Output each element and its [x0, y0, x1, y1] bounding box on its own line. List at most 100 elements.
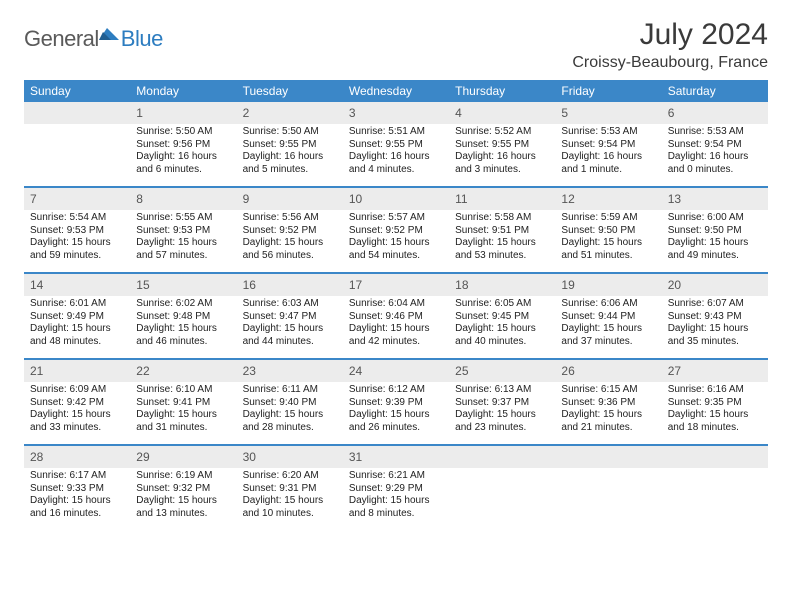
day-number-row: 12: [555, 188, 661, 210]
page-title: July 2024: [572, 18, 768, 52]
daylight-text: Daylight: 16 hours and 0 minutes.: [668, 151, 762, 176]
sunrise-text: Sunrise: 6:19 AM: [136, 470, 230, 483]
sunset-text: Sunset: 9:52 PM: [243, 225, 337, 238]
day-cell: 26Sunrise: 6:15 AMSunset: 9:36 PMDayligh…: [555, 360, 661, 444]
daylight-text: Daylight: 15 hours and 26 minutes.: [349, 409, 443, 434]
sunrise-text: Sunrise: 5:53 AM: [561, 126, 655, 139]
sunset-text: Sunset: 9:49 PM: [30, 311, 124, 324]
day-number: 15: [136, 278, 149, 292]
day-number-row: 17: [343, 274, 449, 296]
day-cell: 10Sunrise: 5:57 AMSunset: 9:52 PMDayligh…: [343, 188, 449, 272]
daylight-text: Daylight: 15 hours and 49 minutes.: [668, 237, 762, 262]
day-cell: [555, 446, 661, 530]
sunset-text: Sunset: 9:53 PM: [30, 225, 124, 238]
day-cell: 2 Sunrise: 5:50 AMSunset: 9:55 PMDaylight…: [237, 102, 343, 186]
day-cell: 30 Sunrise: 6:20 AMSunset: 9:31 PMDayligh…: [237, 446, 343, 530]
sunset-text: Sunset: 9:35 PM: [668, 397, 762, 410]
sunset-text: Sunset: 9:40 PM: [243, 397, 337, 410]
sunrise-text: Sunrise: 6:09 AM: [30, 384, 124, 397]
sunrise-text: Sunrise: 6:00 AM: [668, 212, 762, 225]
day-body: [24, 124, 130, 130]
day-cell: 16 Sunrise: 6:03 AMSunset: 9:47 PMDayligh…: [237, 274, 343, 358]
day-number-row: 22: [130, 360, 236, 382]
day-cell: 27Sunrise: 6:16 AMSunset: 9:35 PMDayligh…: [662, 360, 768, 444]
day-number: [561, 450, 564, 464]
daylight-text: Daylight: 15 hours and 48 minutes.: [30, 323, 124, 348]
logo-wing-icon: [99, 24, 119, 45]
sunrise-text: Sunrise: 5:52 AM: [455, 126, 549, 139]
daylight-text: Daylight: 15 hours and 23 minutes.: [455, 409, 549, 434]
day-number: [30, 106, 33, 120]
day-cell: 19Sunrise: 6:06 AMSunset: 9:44 PMDayligh…: [555, 274, 661, 358]
day-header-saturday: Saturday: [662, 80, 768, 102]
sunrise-text: Sunrise: 5:57 AM: [349, 212, 443, 225]
day-number: 13: [668, 192, 681, 206]
day-number-row: 31: [343, 446, 449, 468]
day-number-row: 20: [662, 274, 768, 296]
logo-text-general: General: [24, 26, 99, 52]
day-cell: 29Sunrise: 6:19 AMSunset: 9:32 PMDayligh…: [130, 446, 236, 530]
day-cell: 3Sunrise: 5:51 AMSunset: 9:55 PMDaylight…: [343, 102, 449, 186]
sunrise-text: Sunrise: 5:51 AM: [349, 126, 443, 139]
sunrise-text: Sunrise: 6:15 AM: [561, 384, 655, 397]
daylight-text: Daylight: 15 hours and 44 minutes.: [243, 323, 337, 348]
day-header-wednesday: Wednesday: [343, 80, 449, 102]
daylight-text: Daylight: 15 hours and 10 minutes.: [243, 495, 337, 520]
day-number: 30: [243, 450, 256, 464]
day-number: 8: [136, 192, 143, 206]
day-number-row: 29: [130, 446, 236, 468]
sunset-text: Sunset: 9:50 PM: [668, 225, 762, 238]
daylight-text: Daylight: 15 hours and 8 minutes.: [349, 495, 443, 520]
day-body: Sunrise: 6:04 AMSunset: 9:46 PMDaylight:…: [343, 296, 449, 352]
sunrise-text: Sunrise: 5:55 AM: [136, 212, 230, 225]
sunrise-text: Sunrise: 5:50 AM: [136, 126, 230, 139]
sunset-text: Sunset: 9:48 PM: [136, 311, 230, 324]
sunset-text: Sunset: 9:47 PM: [243, 311, 337, 324]
day-number: 26: [561, 364, 574, 378]
sunrise-text: Sunrise: 5:59 AM: [561, 212, 655, 225]
weeks-container: 1Sunrise: 5:50 AMSunset: 9:56 PMDaylight…: [24, 102, 768, 530]
day-number: 10: [349, 192, 362, 206]
title-block: July 2024 Croissy-Beaubourg, France: [572, 18, 768, 72]
calendar-page: General Blue July 2024 Croissy-Beaubourg…: [0, 0, 792, 548]
daylight-text: Daylight: 15 hours and 46 minutes.: [136, 323, 230, 348]
daylight-text: Daylight: 15 hours and 42 minutes.: [349, 323, 443, 348]
day-number-row: 24: [343, 360, 449, 382]
sunset-text: Sunset: 9:54 PM: [668, 139, 762, 152]
daylight-text: Daylight: 15 hours and 59 minutes.: [30, 237, 124, 262]
daylight-text: Daylight: 16 hours and 3 minutes.: [455, 151, 549, 176]
sunrise-text: Sunrise: 6:03 AM: [243, 298, 337, 311]
day-header-row: Sunday Monday Tuesday Wednesday Thursday…: [24, 80, 768, 102]
day-number: 22: [136, 364, 149, 378]
sunset-text: Sunset: 9:52 PM: [349, 225, 443, 238]
daylight-text: Daylight: 16 hours and 4 minutes.: [349, 151, 443, 176]
sunrise-text: Sunrise: 6:04 AM: [349, 298, 443, 311]
day-number: 19: [561, 278, 574, 292]
day-body: Sunrise: 6:12 AMSunset: 9:39 PMDaylight:…: [343, 382, 449, 438]
calendar-grid: Sunday Monday Tuesday Wednesday Thursday…: [24, 80, 768, 530]
sunset-text: Sunset: 9:31 PM: [243, 483, 337, 496]
day-number: 5: [561, 106, 568, 120]
day-cell: 9Sunrise: 5:56 AMSunset: 9:52 PMDaylight…: [237, 188, 343, 272]
day-number-row: [662, 446, 768, 468]
day-number: 2: [243, 106, 250, 120]
sunrise-text: Sunrise: 5:56 AM: [243, 212, 337, 225]
sunset-text: Sunset: 9:55 PM: [455, 139, 549, 152]
sunset-text: Sunset: 9:45 PM: [455, 311, 549, 324]
sunset-text: Sunset: 9:56 PM: [136, 139, 230, 152]
day-body: Sunrise: 6:00 AMSunset: 9:50 PMDaylight:…: [662, 210, 768, 266]
day-number-row: [449, 446, 555, 468]
day-number-row: 19: [555, 274, 661, 296]
day-cell: 31Sunrise: 6:21 AMSunset: 9:29 PMDayligh…: [343, 446, 449, 530]
day-body: Sunrise: 5:50 AMSunset: 9:55 PMDaylight:…: [237, 124, 343, 180]
day-number: 3: [349, 106, 356, 120]
day-number: 4: [455, 106, 462, 120]
day-number: [668, 450, 671, 464]
day-number: 23: [243, 364, 256, 378]
day-number: 16: [243, 278, 256, 292]
day-body: Sunrise: 6:01 AMSunset: 9:49 PMDaylight:…: [24, 296, 130, 352]
day-body: Sunrise: 5:53 AMSunset: 9:54 PMDaylight:…: [555, 124, 661, 180]
sunrise-text: Sunrise: 6:20 AM: [243, 470, 337, 483]
sunrise-text: Sunrise: 5:58 AM: [455, 212, 549, 225]
sunset-text: Sunset: 9:55 PM: [243, 139, 337, 152]
